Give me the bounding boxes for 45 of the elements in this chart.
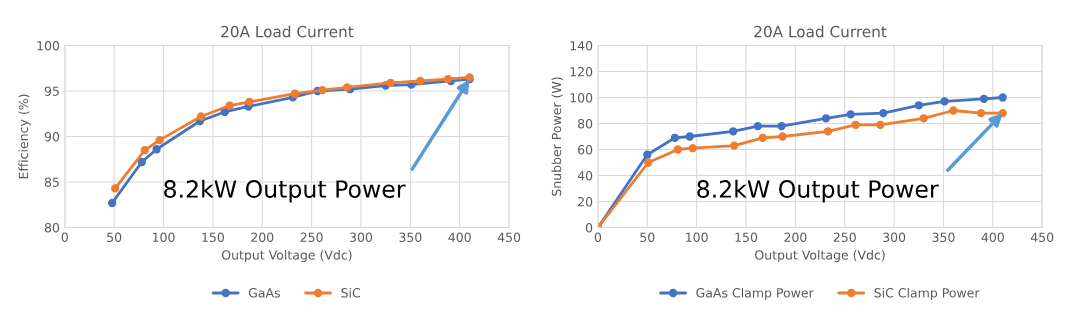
x-tick-label: 150 bbox=[735, 232, 758, 243]
x-tick-label: 250 bbox=[833, 232, 856, 243]
y-axis-title: Snubber Power (W) bbox=[551, 77, 563, 196]
y-tick-label: 100 bbox=[570, 92, 593, 103]
x-tick-label: 0 bbox=[594, 232, 602, 243]
y-tick-label: 60 bbox=[578, 144, 593, 155]
x-tick-label: 150 bbox=[202, 232, 224, 243]
y-axis-title: Efficiency (%) bbox=[18, 94, 31, 179]
x-tick-label: 350 bbox=[399, 232, 422, 243]
x-tick-label: 100 bbox=[686, 232, 708, 243]
x-tick-label: 450 bbox=[497, 232, 521, 243]
legend-label: GaAs Clamp Power bbox=[696, 287, 814, 300]
legend-label: GaAs bbox=[248, 288, 280, 298]
x-tick-label: 0 bbox=[61, 232, 68, 243]
x-tick-label: 50 bbox=[107, 232, 122, 243]
x-axis-title: Output Voltage (Vdc) bbox=[221, 250, 352, 263]
y-tick-label: 80 bbox=[44, 222, 60, 233]
y-tick-label: 0 bbox=[585, 222, 593, 233]
y-tick-label: 90 bbox=[44, 131, 60, 142]
x-tick-label: 300 bbox=[350, 232, 373, 243]
x-tick-label: 350 bbox=[932, 232, 955, 243]
x-tick-label: 400 bbox=[448, 232, 471, 243]
x-tick-label: 300 bbox=[883, 232, 906, 243]
legend-label: SiC bbox=[341, 287, 361, 298]
y-tick-label: 20 bbox=[578, 196, 593, 207]
y-tick-label: 85 bbox=[44, 177, 59, 187]
y-tick-label: 120 bbox=[570, 66, 593, 77]
x-tick-label: 200 bbox=[251, 232, 274, 243]
chart-title: 20A Load Current bbox=[221, 25, 354, 38]
x-tick-label: 250 bbox=[300, 232, 323, 243]
x-tick-label: 100 bbox=[152, 232, 175, 243]
annotation: 8.2kW Output Power bbox=[697, 179, 939, 203]
y-tick-label: 140 bbox=[570, 40, 593, 51]
x-tick-label: 200 bbox=[784, 232, 807, 243]
y-tick-label: 100 bbox=[37, 40, 60, 51]
y-tick-label: 80 bbox=[578, 118, 593, 129]
chart-title: 20A Load Current bbox=[754, 25, 887, 38]
x-tick-label: 400 bbox=[981, 232, 1004, 243]
x-tick-label: 450 bbox=[1030, 232, 1054, 243]
legend-label: SiC Clamp Power bbox=[874, 287, 980, 300]
y-tick-label: 40 bbox=[577, 170, 593, 181]
x-axis-title: Output Voltage (Vdc) bbox=[755, 250, 885, 263]
y-tick-label: 95 bbox=[44, 86, 59, 96]
annotation: 8.2kW Output Power bbox=[164, 179, 406, 203]
x-tick-label: 50 bbox=[640, 232, 655, 243]
